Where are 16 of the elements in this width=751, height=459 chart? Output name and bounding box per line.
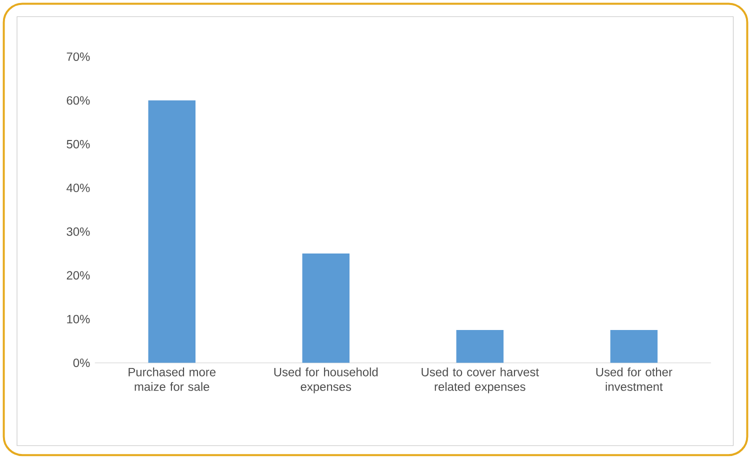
y-tick-label: 10% <box>67 314 90 324</box>
y-tick-label: 0% <box>73 358 90 368</box>
x-tick-label: Used to cover harvest related expenses <box>422 368 539 394</box>
bar <box>148 100 196 363</box>
y-tick-label: 70% <box>66 52 90 62</box>
bar <box>456 330 504 363</box>
x-tick-label: Used for other investment <box>596 368 672 392</box>
y-tick-label: 40% <box>66 184 90 192</box>
y-tick-label: 50% <box>66 140 90 148</box>
bar <box>610 330 658 363</box>
y-tick-label: 60% <box>66 96 90 105</box>
y-tick-label: 20% <box>66 271 90 280</box>
x-tick-label: Purchased more maize for sale <box>128 368 216 392</box>
x-tick-label: Used for household expenses <box>274 368 378 394</box>
y-tick-label: 30% <box>66 227 90 236</box>
bar <box>302 254 350 363</box>
